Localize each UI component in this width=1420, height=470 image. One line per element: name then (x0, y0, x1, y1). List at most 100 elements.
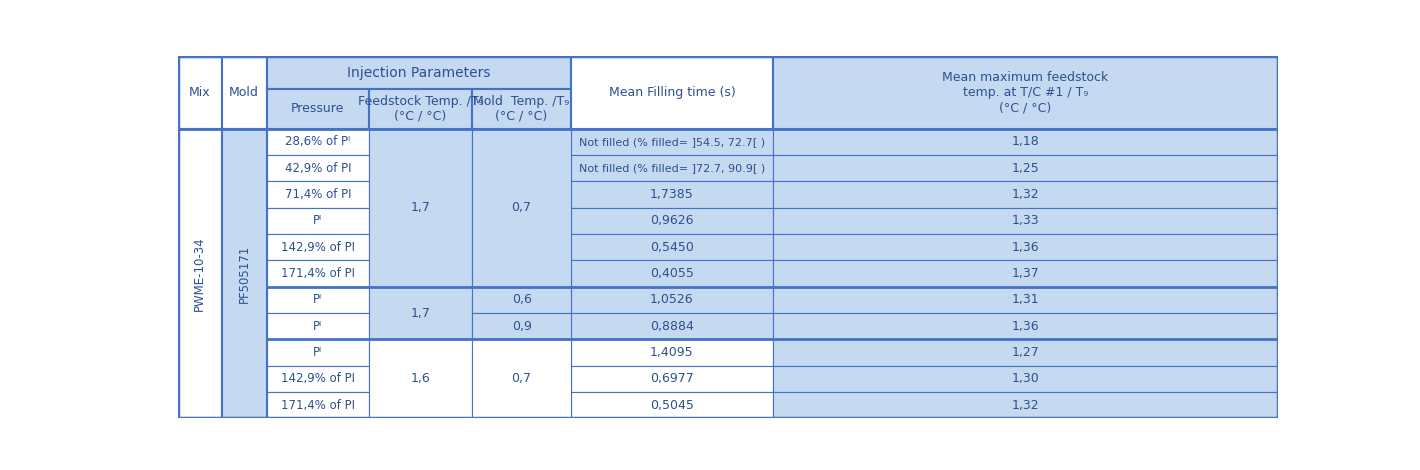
Bar (571, 181, 772, 208)
Bar (267, 56, 571, 89)
Text: 1,7: 1,7 (410, 201, 430, 214)
Bar (222, 129, 267, 418)
Bar (267, 339, 369, 366)
Bar (571, 56, 772, 129)
Bar (571, 392, 772, 418)
Text: 171,4% of PI: 171,4% of PI (281, 267, 355, 280)
Text: Pᴵ: Pᴵ (314, 320, 322, 333)
Text: 1,30: 1,30 (1011, 372, 1039, 385)
Text: 71,4% of PI: 71,4% of PI (284, 188, 351, 201)
Bar (267, 392, 369, 418)
Text: Pᴵ: Pᴵ (314, 346, 322, 359)
Text: Pᴵ: Pᴵ (314, 214, 322, 227)
Bar (267, 208, 369, 234)
Text: Mix: Mix (189, 86, 210, 99)
Bar (772, 392, 1278, 418)
Bar (267, 260, 369, 287)
Bar (369, 339, 471, 418)
Bar (267, 287, 369, 313)
Bar (571, 313, 772, 339)
Text: 1,7: 1,7 (410, 306, 430, 320)
Bar (772, 181, 1278, 208)
Text: Mean maximum feedstock
temp. at T/C #1 / T₉
(°C / °C): Mean maximum feedstock temp. at T/C #1 /… (943, 71, 1109, 114)
Text: 0,4055: 0,4055 (650, 267, 694, 280)
Text: 1,18: 1,18 (1011, 135, 1039, 149)
Bar (772, 155, 1278, 181)
Text: 0,9626: 0,9626 (650, 214, 694, 227)
Text: 1,33: 1,33 (1011, 214, 1039, 227)
Text: Pᴵ: Pᴵ (314, 293, 322, 306)
Text: 1,36: 1,36 (1011, 320, 1039, 333)
Text: Not filled (% filled= ]72.7, 90.9[ ): Not filled (% filled= ]72.7, 90.9[ ) (579, 163, 765, 173)
Bar (369, 129, 471, 287)
Bar (571, 234, 772, 260)
Bar (772, 339, 1278, 366)
Bar (178, 129, 222, 418)
Text: 42,9% of PI: 42,9% of PI (284, 162, 351, 175)
Text: 0,6: 0,6 (511, 293, 531, 306)
Bar (571, 339, 772, 366)
Text: 0,9: 0,9 (511, 320, 531, 333)
Bar (571, 208, 772, 234)
Bar (369, 89, 471, 129)
Bar (267, 89, 369, 129)
Bar (267, 313, 369, 339)
Bar (571, 260, 772, 287)
Text: 1,32: 1,32 (1011, 188, 1039, 201)
Text: 1,27: 1,27 (1011, 346, 1039, 359)
Bar (772, 366, 1278, 392)
Text: PF505171: PF505171 (237, 244, 251, 303)
Text: 171,4% of PI: 171,4% of PI (281, 399, 355, 412)
Bar (772, 287, 1278, 313)
Text: 1,36: 1,36 (1011, 241, 1039, 254)
Text: Injection Parameters: Injection Parameters (346, 66, 491, 79)
Text: Not filled (% filled= ]54.5, 72.7[ ): Not filled (% filled= ]54.5, 72.7[ ) (579, 137, 765, 147)
Text: 1,6: 1,6 (410, 372, 430, 385)
Text: Pressure: Pressure (291, 102, 345, 115)
Bar (222, 56, 267, 129)
Bar (772, 208, 1278, 234)
Text: 1,25: 1,25 (1011, 162, 1039, 175)
Text: 0,5045: 0,5045 (650, 399, 694, 412)
Text: PWME-10-34: PWME-10-34 (193, 236, 206, 311)
Text: 0,8884: 0,8884 (650, 320, 694, 333)
Text: Mold  Temp. /T₉
(°C / °C): Mold Temp. /T₉ (°C / °C) (473, 95, 569, 123)
Text: 1,37: 1,37 (1011, 267, 1039, 280)
Text: 0,7: 0,7 (511, 372, 531, 385)
Text: 142,9% of PI: 142,9% of PI (281, 241, 355, 254)
Bar (571, 287, 772, 313)
Text: 0,5450: 0,5450 (650, 241, 694, 254)
Bar (772, 234, 1278, 260)
Bar (571, 129, 772, 155)
Bar (772, 313, 1278, 339)
Bar (471, 313, 571, 339)
Text: 142,9% of PI: 142,9% of PI (281, 372, 355, 385)
Text: 0,6977: 0,6977 (650, 372, 694, 385)
Bar (178, 56, 222, 129)
Text: 1,31: 1,31 (1011, 293, 1039, 306)
Bar (471, 129, 571, 287)
Bar (267, 234, 369, 260)
Bar (571, 155, 772, 181)
Bar (471, 339, 571, 418)
Bar (571, 366, 772, 392)
Bar (267, 155, 369, 181)
Bar (471, 287, 571, 313)
Text: 28,6% of Pᴵ: 28,6% of Pᴵ (285, 135, 351, 149)
Text: Feedstock Temp. /T₉
(°C / °C): Feedstock Temp. /T₉ (°C / °C) (358, 95, 483, 123)
Text: 0,7: 0,7 (511, 201, 531, 214)
Text: 1,7385: 1,7385 (650, 188, 694, 201)
Text: 1,32: 1,32 (1011, 399, 1039, 412)
Bar (369, 287, 471, 339)
Bar (267, 181, 369, 208)
Bar (772, 56, 1278, 129)
Bar (471, 89, 571, 129)
Text: Mold: Mold (229, 86, 258, 99)
Bar (772, 260, 1278, 287)
Bar (772, 129, 1278, 155)
Bar (267, 366, 369, 392)
Bar (267, 129, 369, 155)
Text: Mean Filling time (s): Mean Filling time (s) (609, 86, 736, 99)
Text: 1,4095: 1,4095 (650, 346, 694, 359)
Text: 1,0526: 1,0526 (650, 293, 694, 306)
